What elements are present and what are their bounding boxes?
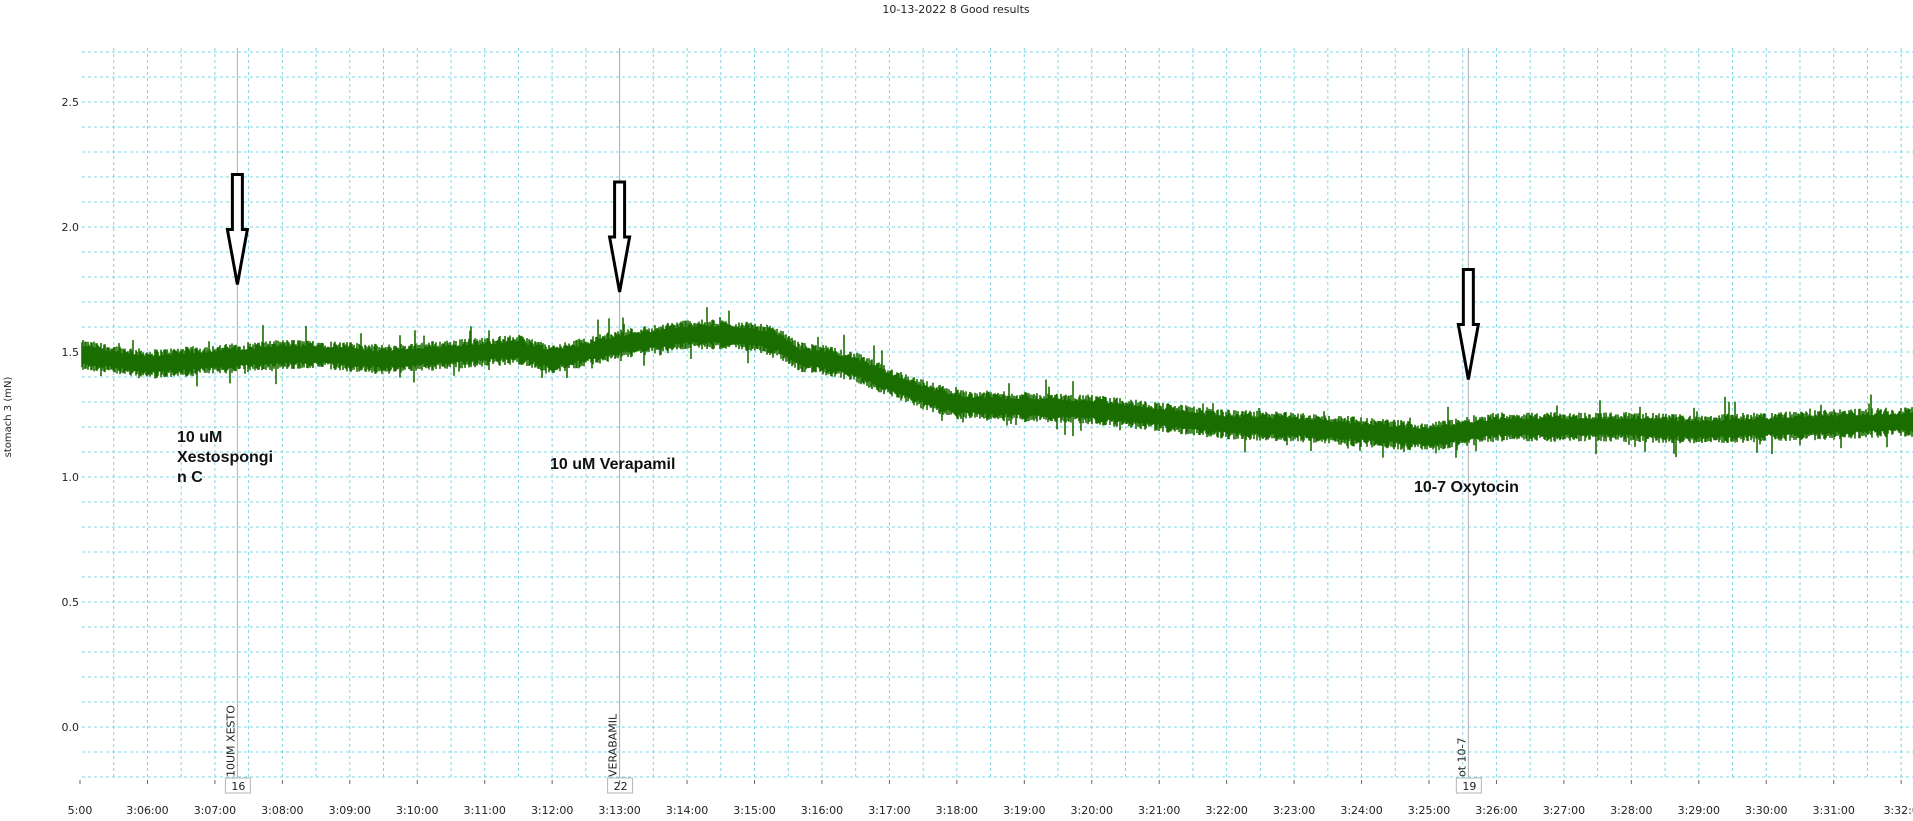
- x-tick-label: 3:15:00: [733, 804, 775, 817]
- x-tick-label: 3:22:00: [1205, 804, 1247, 817]
- event-marker-number: 22: [614, 780, 628, 793]
- x-tick-label: 3:26:00: [1475, 804, 1517, 817]
- x-tick-label: 3:11:00: [463, 804, 505, 817]
- annotation-line: 10 uM Verapamil: [550, 456, 675, 473]
- x-tick-label: 3:29:00: [1678, 804, 1720, 817]
- y-tick-label: 2.5: [62, 96, 80, 109]
- annotation-line: 10 uM: [177, 429, 222, 446]
- event-marker-box: [1455, 777, 1482, 794]
- event-marker-number: 16: [231, 780, 245, 793]
- annotation-text: 10-7 Oxytocin: [1414, 479, 1519, 496]
- x-tick-label: 3:19:00: [1003, 804, 1045, 817]
- event-marker-label: 10UM XESTO: [224, 705, 237, 777]
- x-tick-label: 3:27:00: [1543, 804, 1585, 817]
- down-arrow-icon: [225, 173, 250, 285]
- x-tick-label: 3:24:00: [1340, 804, 1382, 817]
- annotation-line: Xestospongi: [177, 449, 273, 466]
- event-markers: 10UM XESTO 16 VERABAMIL 22 ot 10-7 19: [224, 48, 1482, 794]
- event-marker-box: [607, 777, 634, 794]
- x-tick-label: 3:16:00: [801, 804, 843, 817]
- down-arrow-icon: [1456, 268, 1481, 380]
- x-tick-label: 3:18:00: [936, 804, 978, 817]
- y-tick-label: 1.0: [62, 471, 80, 484]
- annotation-line: n C: [177, 469, 203, 486]
- x-tick-label: 3:17:00: [868, 804, 910, 817]
- x-tick-label: 3:14:00: [666, 804, 708, 817]
- x-tick-label: 3:12:00: [531, 804, 573, 817]
- x-tick-label: 3:28:00: [1610, 804, 1652, 817]
- event-marker-number: 19: [1462, 780, 1476, 793]
- x-tick-label: 3:13:00: [598, 804, 640, 817]
- x-tick-label: 3:30:00: [1745, 804, 1787, 817]
- x-tick-label: 3:07:00: [194, 804, 236, 817]
- arrows: [225, 173, 1481, 380]
- x-tick-label: 3:21:00: [1138, 804, 1180, 817]
- annotations: 10 uM Xestospongi n C 10 uM Verapamil 10-7 O…: [177, 429, 1519, 496]
- annotation-text: 10 uM Verapamil: [550, 456, 675, 473]
- annotation-line: 10-7 Oxytocin: [1414, 479, 1519, 496]
- grid: [82, 48, 1913, 780]
- x-tick-label: 3:09:00: [329, 804, 371, 817]
- x-tick-label: 3:32:0: [1883, 804, 1913, 817]
- x-tick-label: 3:08:00: [261, 804, 303, 817]
- x-ticks: 5:00 3:06:00 3:07:00 3:08:00 3:09:00 3:10:00 3…: [68, 780, 1913, 817]
- x-tick-label: 3:10:00: [396, 804, 438, 817]
- y-tick-label: 0.5: [62, 596, 80, 609]
- x-tick-label: 3:06:00: [126, 804, 168, 817]
- y-tick-label: 0.0: [62, 721, 80, 734]
- chart-title: 10-13-2022 8 Good results: [882, 3, 1030, 16]
- event-marker-box: [224, 777, 251, 794]
- series-trace: [81, 307, 1913, 458]
- x-tick-label: 5:00: [68, 804, 93, 817]
- event-marker-label: VERABAMIL: [607, 713, 620, 777]
- x-tick-label: 3:25:00: [1408, 804, 1450, 817]
- y-ticks: 0.0 0.5 1.0 1.5 2.0 2.5: [62, 96, 80, 734]
- trace: [81, 307, 1913, 458]
- down-arrow-icon: [607, 180, 632, 293]
- x-tick-label: 3:31:00: [1812, 804, 1854, 817]
- event-marker-label: ot 10-7: [1455, 737, 1468, 777]
- y-tick-label: 2.0: [62, 221, 80, 234]
- y-axis-label: stomach 3 (mN): [3, 377, 14, 458]
- x-tick-label: 3:20:00: [1071, 804, 1113, 817]
- x-tick-label: 3:23:00: [1273, 804, 1315, 817]
- y-tick-label: 1.5: [62, 346, 80, 359]
- annotation-text: 10 uM Xestospongi n C: [177, 429, 273, 486]
